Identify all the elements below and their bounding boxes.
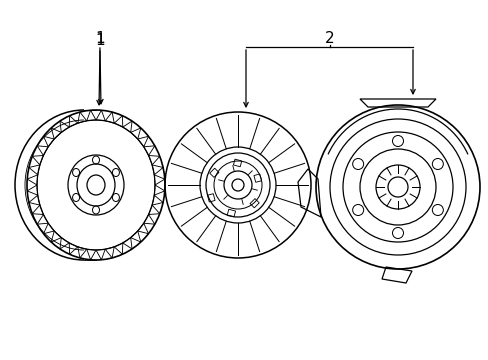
Text: 2: 2 (325, 31, 334, 45)
Text: 1: 1 (95, 32, 104, 48)
Bar (233, 159, 241, 167)
Bar (249, 199, 259, 208)
Bar (207, 194, 215, 202)
Bar (209, 168, 219, 177)
Bar (227, 209, 235, 217)
Text: 1: 1 (95, 31, 104, 45)
Bar (253, 174, 261, 182)
